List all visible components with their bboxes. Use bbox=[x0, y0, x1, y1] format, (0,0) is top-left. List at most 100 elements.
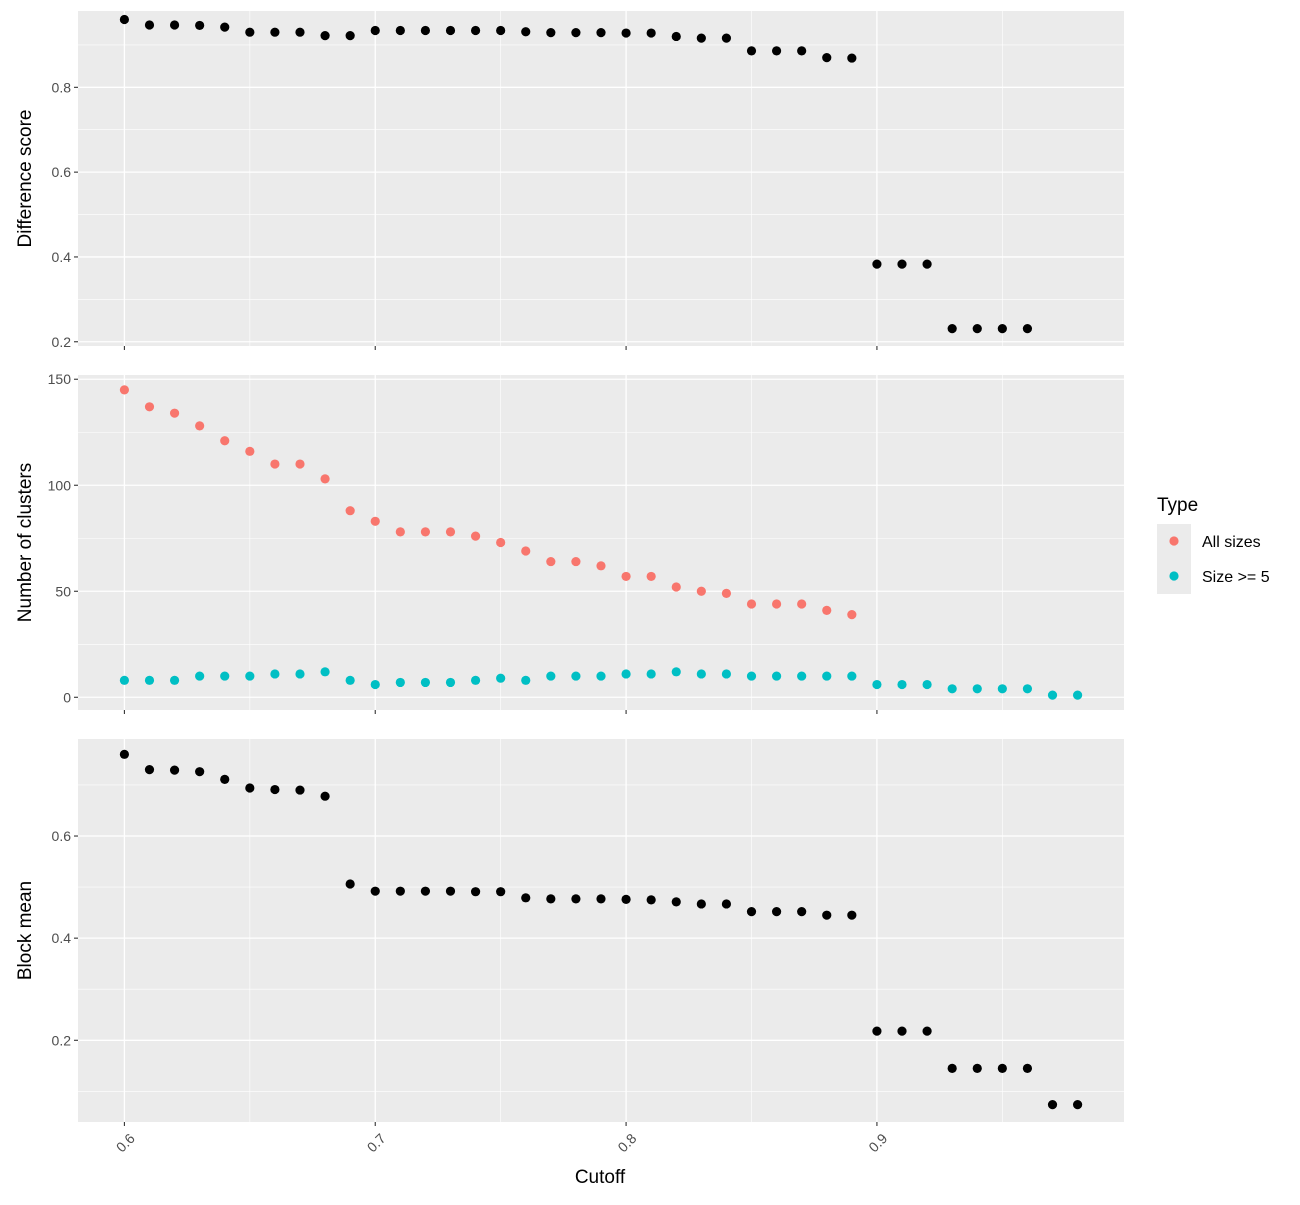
data-point bbox=[922, 1026, 932, 1036]
data-point bbox=[746, 907, 757, 917]
data-point bbox=[897, 259, 907, 269]
data-point bbox=[320, 667, 330, 677]
x-tick-label: 0.9 bbox=[865, 1130, 890, 1155]
data-point bbox=[470, 25, 481, 36]
data-point bbox=[445, 25, 456, 36]
data-point bbox=[320, 474, 330, 484]
data-point bbox=[370, 25, 380, 36]
data-point bbox=[897, 1026, 907, 1036]
data-point bbox=[972, 1063, 982, 1073]
x-tick-label: 0.8 bbox=[614, 1130, 639, 1155]
data-point bbox=[721, 899, 732, 909]
data-point bbox=[872, 679, 882, 690]
data-point bbox=[721, 33, 732, 43]
data-point bbox=[295, 459, 305, 469]
data-point bbox=[345, 30, 355, 41]
data-point bbox=[445, 677, 456, 688]
data-point bbox=[822, 605, 832, 615]
y-tick-label: 0.2 bbox=[52, 1032, 72, 1048]
data-point bbox=[496, 673, 506, 683]
data-point bbox=[395, 886, 405, 896]
gridlines bbox=[78, 375, 1124, 710]
y-tick-label: 150 bbox=[48, 371, 72, 387]
data-point bbox=[822, 671, 832, 681]
data-point bbox=[546, 894, 556, 904]
data-point bbox=[169, 765, 180, 775]
data-point bbox=[596, 561, 606, 571]
series-1 bbox=[119, 14, 1033, 334]
y-tick-label: 100 bbox=[48, 477, 72, 493]
data-point bbox=[521, 893, 531, 903]
data-point bbox=[119, 14, 130, 25]
data-point bbox=[1047, 690, 1058, 700]
data-point bbox=[571, 556, 581, 567]
data-point bbox=[947, 684, 957, 694]
data-point bbox=[621, 571, 631, 582]
data-point bbox=[420, 886, 431, 896]
data-point bbox=[144, 20, 155, 30]
data-point bbox=[646, 895, 656, 905]
panel-background bbox=[78, 375, 1124, 710]
data-point bbox=[270, 784, 280, 795]
data-point bbox=[847, 671, 857, 681]
panels-layer: 0.2 0.4 0.6 0.8 Difference score 0 50 100 150 Num… bbox=[15, 11, 1124, 1155]
data-point bbox=[797, 46, 807, 56]
data-point bbox=[420, 527, 431, 537]
panel-3: 0.2 0.4 0.6 Block mean bbox=[15, 739, 1124, 1126]
data-point bbox=[295, 785, 305, 795]
data-point bbox=[746, 46, 757, 56]
data-point bbox=[872, 1026, 882, 1036]
panel-2: 0 50 100 150 Number of clusters bbox=[15, 371, 1124, 714]
data-point bbox=[245, 27, 255, 37]
y-tick-label: 0.8 bbox=[52, 79, 72, 95]
data-point bbox=[195, 421, 205, 431]
data-point bbox=[1072, 690, 1083, 700]
data-point bbox=[696, 586, 706, 596]
data-point bbox=[922, 679, 932, 690]
data-point bbox=[345, 675, 355, 685]
data-point bbox=[345, 506, 355, 516]
data-point bbox=[370, 679, 380, 690]
data-point bbox=[420, 677, 431, 688]
series-1 bbox=[119, 749, 1083, 1110]
y-axis-title: Number of clusters bbox=[15, 463, 36, 622]
data-point bbox=[621, 894, 631, 904]
data-point bbox=[571, 671, 581, 681]
data-point bbox=[521, 27, 531, 37]
data-point bbox=[119, 749, 130, 759]
data-point bbox=[847, 53, 857, 63]
data-point bbox=[470, 675, 481, 685]
data-point bbox=[521, 675, 531, 685]
data-point bbox=[1047, 1100, 1058, 1110]
data-point bbox=[797, 671, 807, 681]
data-point bbox=[822, 53, 832, 63]
data-point bbox=[571, 28, 581, 38]
data-point bbox=[872, 259, 882, 269]
data-point bbox=[771, 907, 782, 917]
data-point bbox=[646, 28, 656, 38]
data-point bbox=[295, 27, 305, 37]
data-point bbox=[797, 599, 807, 609]
data-point bbox=[797, 907, 807, 917]
data-point bbox=[445, 527, 456, 537]
data-point bbox=[596, 28, 606, 38]
data-point bbox=[420, 25, 431, 36]
legend: Type All sizes Size >= 5 bbox=[1157, 495, 1270, 594]
legend-title: Type bbox=[1157, 495, 1198, 516]
data-point bbox=[395, 677, 405, 688]
data-point bbox=[445, 886, 456, 896]
data-point bbox=[220, 671, 230, 681]
y-axis-title: Difference score bbox=[15, 110, 36, 248]
legend-label: All sizes bbox=[1202, 534, 1261, 551]
data-point bbox=[169, 408, 180, 418]
y-tick-label: 0.4 bbox=[52, 249, 72, 265]
data-point bbox=[245, 783, 255, 793]
data-point bbox=[220, 22, 230, 32]
data-point bbox=[596, 894, 606, 904]
data-point bbox=[370, 516, 380, 526]
data-point bbox=[144, 675, 155, 685]
data-point bbox=[119, 385, 130, 395]
y-tick-label: 0.6 bbox=[52, 828, 72, 844]
data-point bbox=[847, 609, 857, 620]
data-point bbox=[596, 671, 606, 681]
